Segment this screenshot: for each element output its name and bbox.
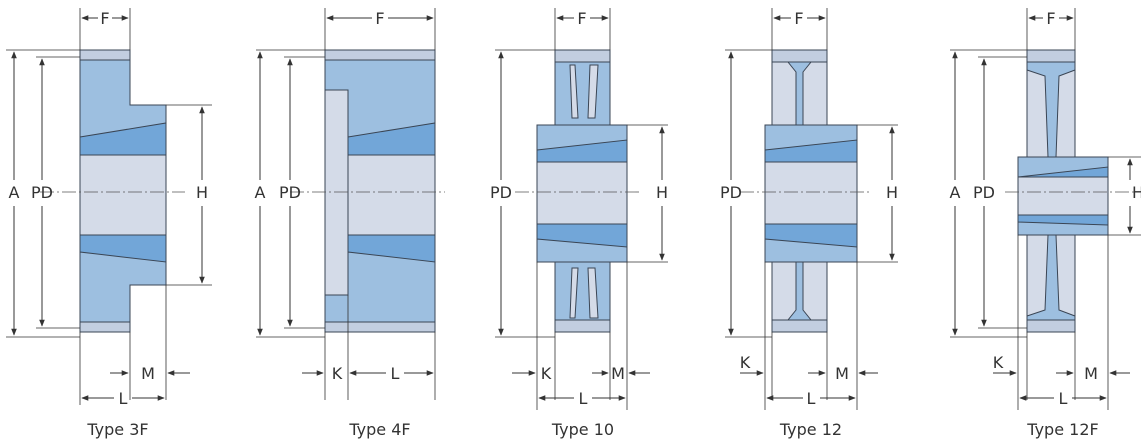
label-f: F bbox=[100, 9, 109, 28]
label-m: M bbox=[1084, 364, 1098, 383]
drawing-type-10: F PD H K M bbox=[490, 8, 668, 439]
dimension-pd: PD bbox=[279, 56, 325, 329]
dimension-a: A bbox=[255, 49, 325, 338]
label-a: A bbox=[950, 183, 961, 202]
label-k: K bbox=[332, 364, 343, 383]
label-h: H bbox=[886, 183, 898, 202]
label-h: H bbox=[196, 183, 208, 202]
pulley-body bbox=[324, 49, 436, 333]
caption-type-12f: Type 12F bbox=[1026, 420, 1098, 439]
dimension-m: M bbox=[1056, 235, 1130, 410]
dimension-f: F bbox=[771, 8, 828, 50]
label-f: F bbox=[577, 9, 586, 28]
label-pd: PD bbox=[279, 183, 301, 202]
label-l: L bbox=[807, 389, 816, 408]
dimension-f: F bbox=[1026, 8, 1076, 50]
caption-type-4f: Type 4F bbox=[348, 420, 410, 439]
dimension-a: A bbox=[950, 49, 1027, 338]
label-h: H bbox=[656, 183, 668, 202]
dimension-f: F bbox=[554, 8, 611, 50]
dimension-h: H bbox=[166, 104, 212, 286]
drawing-type-4f: F A PD K L Type 4F bbox=[255, 8, 445, 439]
caption-type-3f: Type 3F bbox=[86, 420, 148, 439]
label-a: A bbox=[255, 183, 266, 202]
dimension-pd: PD bbox=[973, 56, 1027, 329]
dimension-m: M bbox=[808, 262, 878, 410]
dimension-l: L bbox=[1019, 389, 1107, 408]
label-l: L bbox=[391, 364, 400, 383]
pulley-body bbox=[536, 49, 628, 333]
dimension-k: K bbox=[302, 295, 349, 400]
label-l: L bbox=[1059, 389, 1068, 408]
dimension-h: H bbox=[1108, 156, 1141, 236]
label-l: L bbox=[579, 389, 588, 408]
label-k: K bbox=[541, 364, 552, 383]
dimension-l: L bbox=[766, 389, 856, 408]
dimension-pd: PD bbox=[490, 49, 555, 338]
pulley-body bbox=[79, 49, 167, 333]
label-f: F bbox=[375, 9, 384, 28]
drawing-type-3f: F A PD H bbox=[6, 8, 212, 439]
dimension-k: K bbox=[993, 235, 1028, 410]
dimension-l: L bbox=[79, 332, 165, 408]
dimension-pd: PD bbox=[31, 56, 80, 329]
label-pd: PD bbox=[31, 183, 53, 202]
caption-type-12: Type 12 bbox=[779, 420, 842, 439]
label-m: M bbox=[141, 364, 155, 383]
label-k: K bbox=[993, 353, 1004, 372]
label-a: A bbox=[9, 183, 20, 202]
dimension-k: K bbox=[740, 262, 773, 410]
caption-type-10: Type 10 bbox=[551, 420, 614, 439]
dimension-m: M bbox=[592, 262, 650, 410]
label-pd: PD bbox=[490, 183, 512, 202]
dimension-h: H bbox=[857, 124, 898, 263]
label-m: M bbox=[835, 364, 849, 383]
dimension-f: F bbox=[324, 8, 436, 50]
label-pd: PD bbox=[973, 183, 995, 202]
dimension-l: L bbox=[349, 332, 436, 400]
label-k: K bbox=[740, 353, 751, 372]
label-l: L bbox=[119, 389, 128, 408]
dimension-a: A bbox=[6, 49, 80, 338]
label-f: F bbox=[1046, 9, 1055, 28]
dimension-f: F bbox=[79, 8, 131, 50]
drawing-type-12f: F A PD H K bbox=[950, 8, 1141, 439]
label-h: H bbox=[1132, 183, 1141, 202]
pulley-body bbox=[764, 49, 858, 333]
drawing-type-12: F PD H K M bbox=[720, 8, 898, 439]
dimension-h: H bbox=[627, 124, 668, 263]
dimension-m: M bbox=[110, 285, 190, 400]
dimension-pd: PD bbox=[720, 49, 772, 338]
dimension-k: K bbox=[512, 262, 556, 410]
label-f: F bbox=[794, 9, 803, 28]
label-pd: PD bbox=[720, 183, 742, 202]
dimension-l: L bbox=[538, 389, 626, 408]
pulley-body bbox=[1017, 49, 1109, 333]
label-m: M bbox=[611, 364, 625, 383]
